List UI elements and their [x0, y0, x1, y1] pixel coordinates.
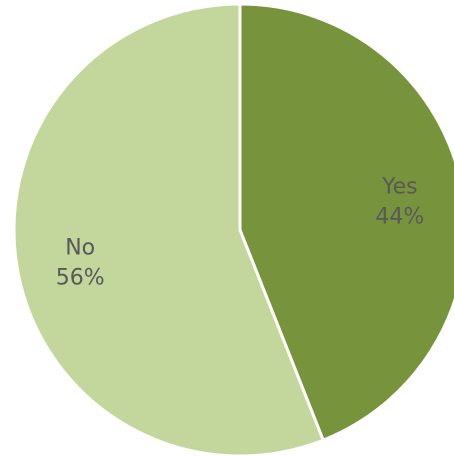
pie-slice-yes [238, 2, 454, 442]
pie-slice-no [12, 2, 325, 457]
slice-value-yes: 44% [375, 205, 424, 230]
slice-label-no: No [65, 235, 95, 260]
slice-label-yes: Yes [381, 175, 418, 200]
slice-value-no: 56% [56, 265, 105, 290]
